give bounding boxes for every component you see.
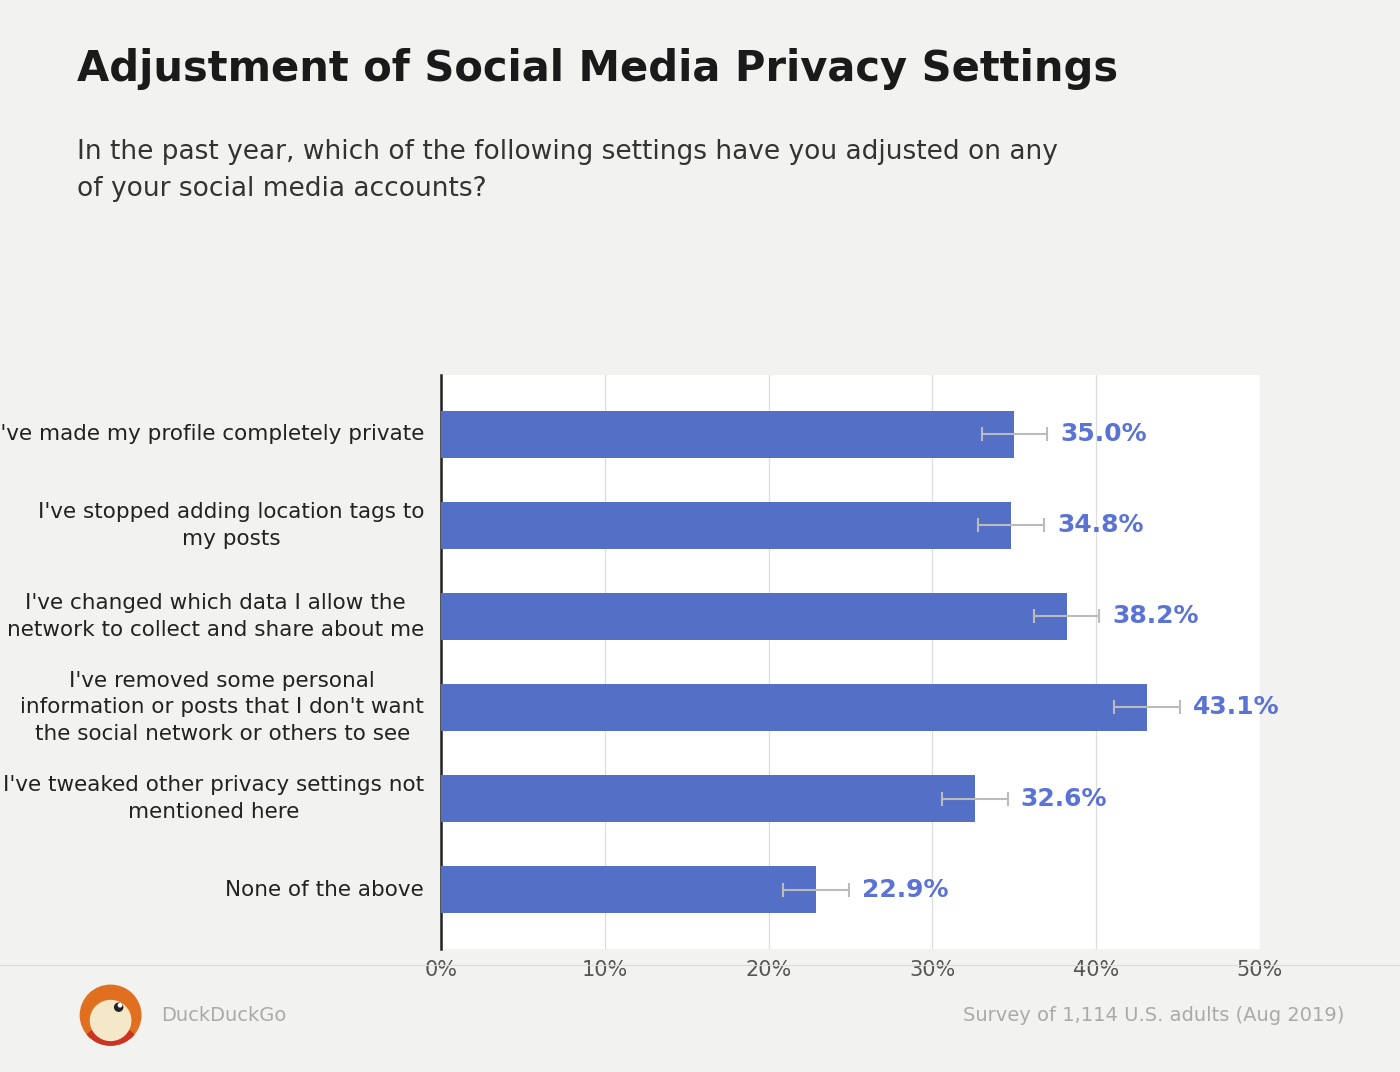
Text: 43.1%: 43.1% — [1193, 696, 1280, 719]
Text: 34.8%: 34.8% — [1057, 513, 1144, 537]
Circle shape — [80, 985, 141, 1045]
Text: 38.2%: 38.2% — [1113, 605, 1198, 628]
Text: I've stopped adding location tags to
my posts: I've stopped adding location tags to my … — [38, 502, 424, 549]
Bar — [441, 593, 1067, 640]
Text: In the past year, which of the following settings have you adjusted on any
of yo: In the past year, which of the following… — [77, 139, 1058, 203]
Bar — [441, 411, 1014, 458]
Bar — [441, 775, 974, 822]
Text: None of the above: None of the above — [225, 879, 424, 899]
Text: 22.9%: 22.9% — [862, 878, 948, 902]
Bar — [441, 684, 1147, 731]
Text: I've made my profile completely private: I've made my profile completely private — [0, 425, 424, 445]
Text: I've changed which data I allow the
network to collect and share about me: I've changed which data I allow the netw… — [7, 593, 424, 640]
Text: 35.0%: 35.0% — [1060, 422, 1147, 446]
Circle shape — [115, 1003, 123, 1011]
Text: I've removed some personal
information or posts that I don't want
the social net: I've removed some personal information o… — [21, 671, 424, 744]
Bar — [441, 502, 1011, 549]
Bar — [441, 866, 816, 913]
Circle shape — [91, 1000, 130, 1041]
Text: Survey of 1,114 U.S. adults (Aug 2019): Survey of 1,114 U.S. adults (Aug 2019) — [963, 1006, 1344, 1025]
Text: DuckDuckGo: DuckDuckGo — [161, 1006, 287, 1025]
Text: I've tweaked other privacy settings not
mentioned here: I've tweaked other privacy settings not … — [3, 775, 424, 822]
Text: 32.6%: 32.6% — [1021, 787, 1107, 810]
Circle shape — [119, 1003, 122, 1007]
Text: Adjustment of Social Media Privacy Settings: Adjustment of Social Media Privacy Setti… — [77, 48, 1119, 90]
Wedge shape — [87, 1015, 134, 1045]
